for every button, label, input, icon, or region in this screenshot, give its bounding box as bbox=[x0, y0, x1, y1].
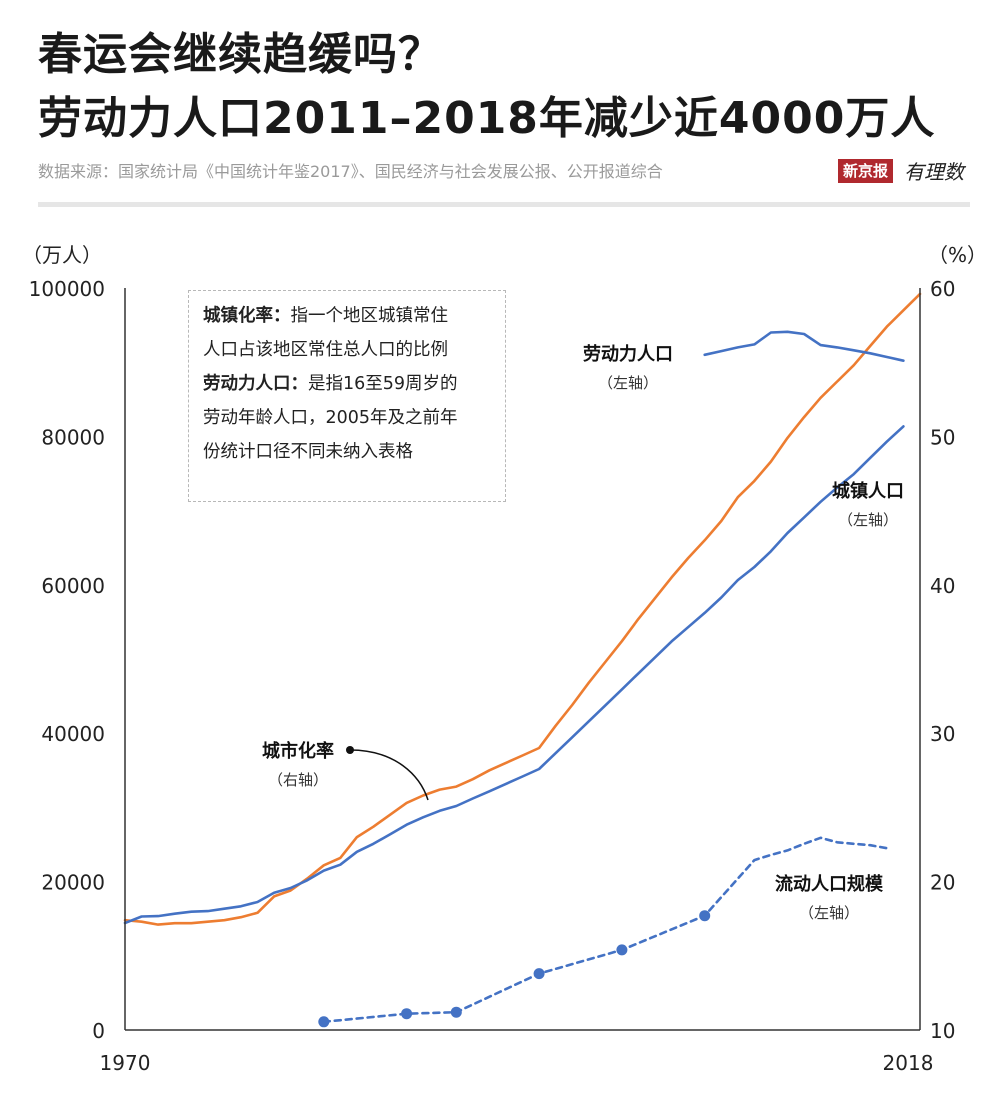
note-line-2: 人口占该地区常住总人口的比例 bbox=[203, 340, 448, 360]
header-divider bbox=[38, 202, 970, 207]
right-tick-label: 40 bbox=[930, 574, 955, 598]
series-marker-floating bbox=[533, 968, 545, 980]
right-tick-label: 10 bbox=[930, 1019, 955, 1043]
series-marker-floating bbox=[699, 910, 711, 922]
series-marker-floating bbox=[401, 1008, 413, 1020]
series-line-labor bbox=[703, 330, 905, 363]
left-tick-label: 100000 bbox=[29, 277, 105, 301]
label-layer: 劳动力人口 （左轴） 城镇人口 （左轴） 城市化率 （右轴） 流动人口规模 （左… bbox=[262, 343, 904, 922]
series-layer bbox=[123, 292, 922, 1028]
right-tick-label: 20 bbox=[930, 871, 955, 895]
series-note-floating: （左轴） bbox=[799, 904, 859, 922]
series-label-labor: 劳动力人口 bbox=[583, 343, 673, 365]
note-term-labor: 劳动力人口： bbox=[203, 374, 308, 394]
note-text-1: 指一个地区城镇常住 bbox=[290, 306, 449, 326]
left-axis-unit: （万人） bbox=[22, 243, 102, 267]
right-tick-label: 30 bbox=[930, 722, 955, 746]
chart-title-line1: 春运会继续趋缓吗？ bbox=[38, 29, 443, 80]
note-line-4: 劳动年龄人口，2005年及之前年 bbox=[203, 408, 458, 428]
note-line-1: 城镇化率：指一个地区城镇常住 bbox=[203, 299, 505, 333]
note-term-urbanization: 城镇化率： bbox=[203, 306, 291, 326]
note-line-5: 份统计口径不同未纳入表格 bbox=[203, 442, 413, 462]
callout-line bbox=[349, 749, 429, 801]
series-label-floating: 流动人口规模 bbox=[775, 873, 884, 895]
left-tick-label: 40000 bbox=[41, 722, 105, 746]
note-text-3: 是指16至59周岁的 bbox=[308, 374, 458, 394]
series-line-urban_pop bbox=[123, 425, 905, 925]
right-tick-label: 50 bbox=[930, 425, 955, 449]
series-marker-floating bbox=[616, 944, 628, 956]
series-marker-floating bbox=[318, 1016, 330, 1028]
definition-note-box: 城镇化率：指一个地区城镇常住 人口占该地区常住总人口的比例 劳动力人口：是指16… bbox=[188, 290, 506, 502]
series-note-urban-pop: （左轴） bbox=[838, 511, 898, 529]
series-note-urbanization: （右轴） bbox=[268, 771, 328, 789]
left-tick-label: 20000 bbox=[41, 871, 105, 895]
brand-sub-logo: 有理数 bbox=[904, 160, 964, 184]
brand-logo: 新京报 bbox=[838, 159, 894, 183]
left-tick-label: 60000 bbox=[41, 574, 105, 598]
note-line-3: 劳动力人口：是指16至59周岁的 bbox=[203, 367, 505, 401]
right-tick-label: 60 bbox=[930, 277, 955, 301]
data-source: 数据来源：国家统计局《中国统计年鉴2017》、国民经济与社会发展公报、公开报道综… bbox=[38, 162, 663, 181]
series-label-urban-pop: 城镇人口 bbox=[832, 480, 904, 502]
x-tick-label: 2018 bbox=[883, 1051, 934, 1075]
axis-layer: （万人） （%） 0 20000 40000 60000 80000 100000 10 20… bbox=[22, 243, 987, 1075]
series-note-labor: （左轴） bbox=[598, 374, 658, 392]
chart-title-line2: 劳动力人口2011–2018年减少近4000万人 bbox=[38, 93, 936, 144]
series-marker-floating bbox=[450, 1006, 462, 1018]
series-label-urbanization: 城市化率 bbox=[262, 740, 334, 762]
right-axis-unit: （%） bbox=[928, 243, 987, 267]
left-tick-label: 80000 bbox=[41, 425, 105, 449]
series-line-floating bbox=[322, 836, 889, 1024]
series-line-urbanization bbox=[123, 292, 922, 926]
x-tick-label: 1970 bbox=[100, 1051, 151, 1075]
left-tick-label: 0 bbox=[92, 1019, 105, 1043]
